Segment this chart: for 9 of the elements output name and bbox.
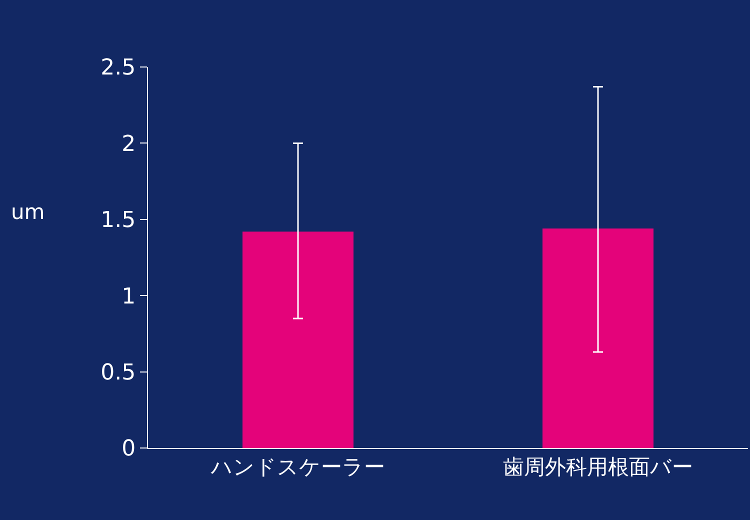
y-tick-label: 0.5 xyxy=(100,360,136,386)
x-tick-label: 歯周外科用根面バー xyxy=(503,455,693,480)
x-tick-label: ハンドスケーラー xyxy=(210,455,385,480)
y-tick-label: 2 xyxy=(122,132,136,157)
y-tick-label: 0 xyxy=(122,436,136,462)
y-tick-label: 1 xyxy=(122,284,136,310)
y-tick-label: 2.5 xyxy=(100,56,136,81)
y-axis-title: um xyxy=(11,200,45,224)
y-tick-label: 1.5 xyxy=(100,208,136,234)
